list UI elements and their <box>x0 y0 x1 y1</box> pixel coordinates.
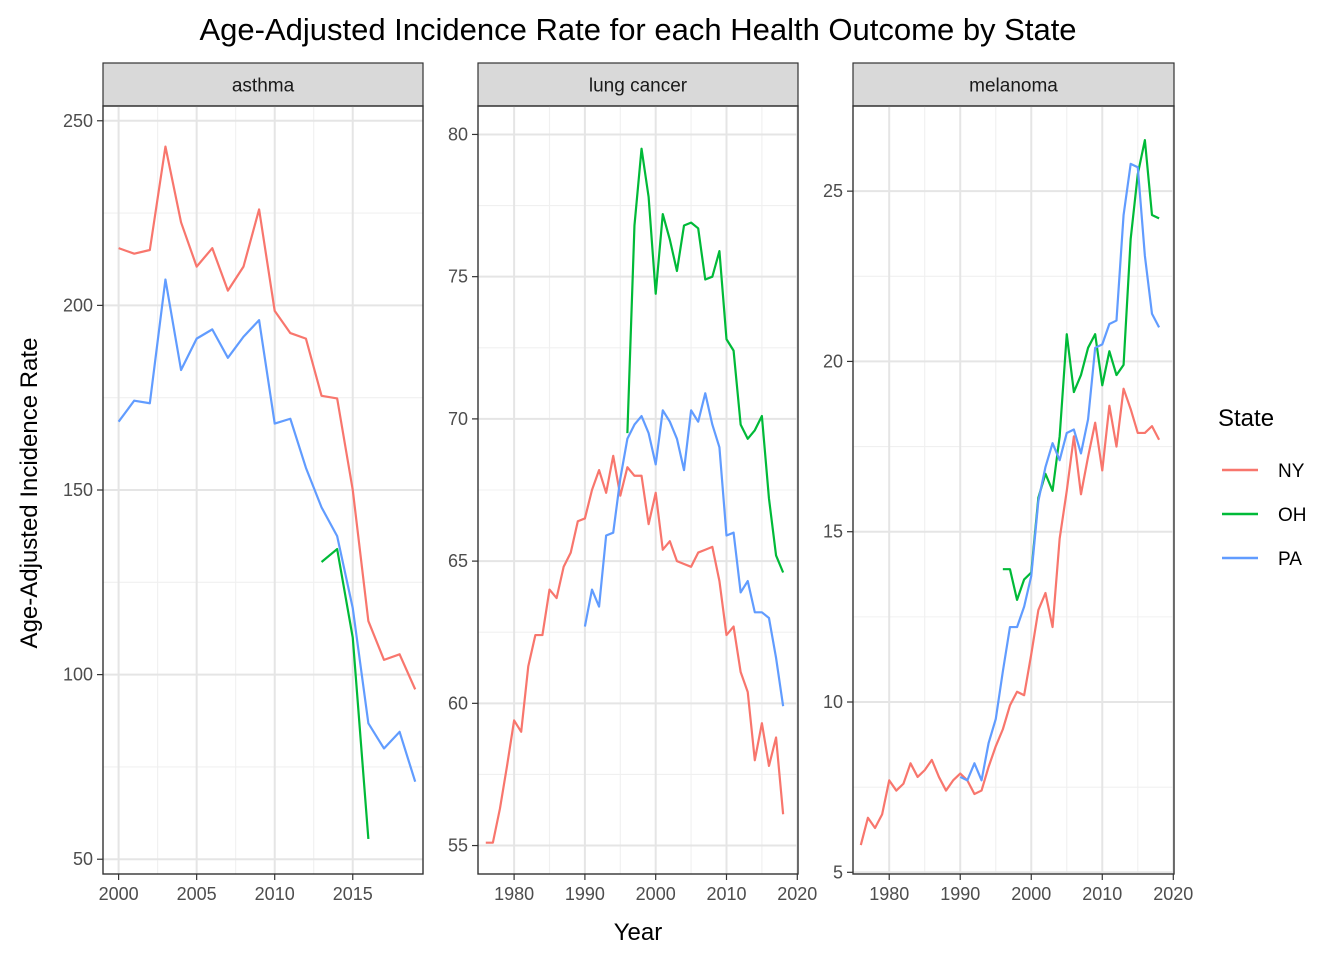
panel-border <box>477 105 799 875</box>
y-tick-label: 80 <box>448 124 468 144</box>
x-tick-label: 2000 <box>1011 884 1051 904</box>
y-tick-label: 65 <box>448 551 468 571</box>
facet-panel: asthma 2000 2005 2010 2015 50 100 150 200 250 <box>63 62 424 904</box>
x-tick-label: 2020 <box>777 884 817 904</box>
x-tick-label: 2005 <box>177 884 217 904</box>
x-tick-label: 1990 <box>940 884 980 904</box>
series-line-pa <box>583 392 785 707</box>
series-line-oh <box>320 547 370 840</box>
facet-panel: melanoma 1980 1990 2000 2010 2020 5 10 15 20 25 <box>823 62 1193 904</box>
series-line-ny <box>118 145 417 690</box>
series-line-ny <box>485 454 785 844</box>
y-tick-label: 5 <box>833 862 843 882</box>
x-tick-label: 2010 <box>706 884 746 904</box>
facet-label: melanoma <box>969 76 1058 97</box>
x-tick-label: 2010 <box>1082 884 1122 904</box>
y-tick-label: 60 <box>448 693 468 713</box>
y-tick-label: 15 <box>823 522 843 542</box>
y-tick-label: 25 <box>823 181 843 201</box>
series-line-pa <box>117 278 417 783</box>
legend: State NY OH PA <box>1218 405 1307 570</box>
legend-label: NY <box>1278 461 1305 482</box>
facet-label: lung cancer <box>589 76 688 97</box>
facet-panel: lung cancer 1980 1990 2000 2010 2020 55 60 65 70 7… <box>448 62 817 904</box>
series-line-oh <box>626 147 785 573</box>
x-tick-label: 2000 <box>636 884 676 904</box>
y-tick-label: 10 <box>823 692 843 712</box>
gridlines <box>103 106 423 874</box>
x-tick-label: 1990 <box>565 884 605 904</box>
legend-label: PA <box>1278 549 1302 570</box>
facet-strip <box>102 62 424 107</box>
x-tick-label: 2000 <box>99 884 139 904</box>
series-line-oh <box>1002 138 1160 601</box>
y-tick-label: 55 <box>448 836 468 856</box>
panel-border <box>852 105 1175 875</box>
x-tick-label: 2010 <box>255 884 295 904</box>
y-tick-label: 200 <box>63 295 93 315</box>
facet-strip <box>852 62 1175 107</box>
y-axis-label: Age-Adjusted Incidence Rate <box>16 338 43 649</box>
x-tick-label: 2015 <box>333 884 373 904</box>
series-line-ny <box>859 387 1161 846</box>
x-tick-label: 1980 <box>869 884 909 904</box>
legend-label: OH <box>1278 505 1307 526</box>
y-tick-label: 150 <box>63 480 93 500</box>
y-tick-label: 70 <box>448 409 468 429</box>
facet-label: asthma <box>232 76 295 97</box>
y-tick-label: 75 <box>448 267 468 287</box>
y-tick-label: 20 <box>823 351 843 371</box>
series-line-pa <box>959 162 1161 782</box>
chart-title: Age-Adjusted Incidence Rate for each Hea… <box>199 12 1076 47</box>
y-tick-label: 250 <box>63 111 93 131</box>
legend-title: State <box>1218 405 1274 432</box>
gridlines <box>478 106 799 874</box>
x-axis-label: Year <box>614 919 663 946</box>
facet-strip <box>477 62 799 107</box>
y-tick-label: 100 <box>63 665 93 685</box>
x-tick-label: 2020 <box>1153 884 1193 904</box>
gridlines <box>853 106 1175 874</box>
y-tick-label: 50 <box>73 849 93 869</box>
x-tick-label: 1980 <box>494 884 534 904</box>
